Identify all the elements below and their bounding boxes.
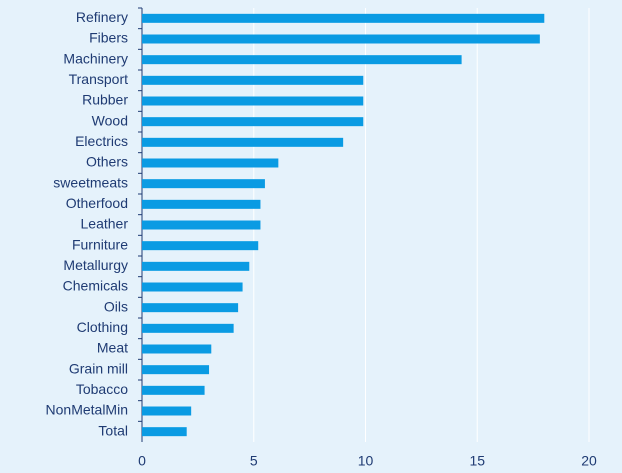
y-tick-label: Rubber bbox=[82, 92, 128, 108]
bar bbox=[142, 96, 364, 106]
x-tick-label: 5 bbox=[250, 453, 258, 469]
bar bbox=[142, 220, 261, 230]
bar bbox=[142, 365, 210, 375]
bar bbox=[142, 55, 462, 65]
bar bbox=[142, 75, 364, 85]
bar bbox=[142, 427, 187, 437]
bar bbox=[142, 137, 344, 147]
bar bbox=[142, 241, 259, 251]
bar bbox=[142, 385, 205, 395]
y-tick-label: Leather bbox=[81, 216, 129, 232]
y-tick-label: Others bbox=[86, 154, 128, 170]
y-tick-label: Total bbox=[98, 422, 128, 438]
y-tick-label: Transport bbox=[69, 71, 129, 87]
y-tick-label: Furniture bbox=[72, 236, 128, 252]
bar bbox=[142, 117, 364, 127]
y-tick-label: Electrics bbox=[75, 133, 128, 149]
bar bbox=[142, 344, 212, 354]
y-tick-label: NonMetalMin bbox=[46, 402, 128, 418]
bar bbox=[142, 323, 234, 333]
y-tick-label: Tobacco bbox=[76, 381, 128, 397]
bar bbox=[142, 179, 265, 189]
y-tick-label: Machinery bbox=[63, 50, 128, 66]
y-tick-label: Oils bbox=[104, 298, 128, 314]
y-tick-label: Grain mill bbox=[69, 360, 128, 376]
bar bbox=[142, 303, 239, 313]
y-tick-label: Metallurgy bbox=[63, 257, 128, 273]
y-tick-label: sweetmeats bbox=[53, 174, 128, 190]
y-tick-label: Clothing bbox=[77, 319, 128, 335]
y-tick-label: Otherfood bbox=[66, 195, 128, 211]
x-tick-label: 0 bbox=[138, 453, 146, 469]
bar bbox=[142, 34, 540, 44]
bar bbox=[142, 406, 192, 416]
bar bbox=[142, 158, 279, 168]
bar bbox=[142, 13, 545, 23]
bar bbox=[142, 261, 250, 271]
bar bbox=[142, 282, 243, 292]
bar bbox=[142, 199, 261, 209]
x-tick-label: 20 bbox=[581, 453, 597, 469]
y-tick-label: Wood bbox=[92, 112, 128, 128]
x-tick-label: 15 bbox=[469, 453, 485, 469]
y-tick-label: Fibers bbox=[89, 30, 128, 46]
y-tick-label: Refinery bbox=[76, 9, 128, 25]
x-tick-label: 10 bbox=[358, 453, 374, 469]
y-tick-label: Chemicals bbox=[63, 278, 128, 294]
y-tick-label: Meat bbox=[97, 340, 128, 356]
